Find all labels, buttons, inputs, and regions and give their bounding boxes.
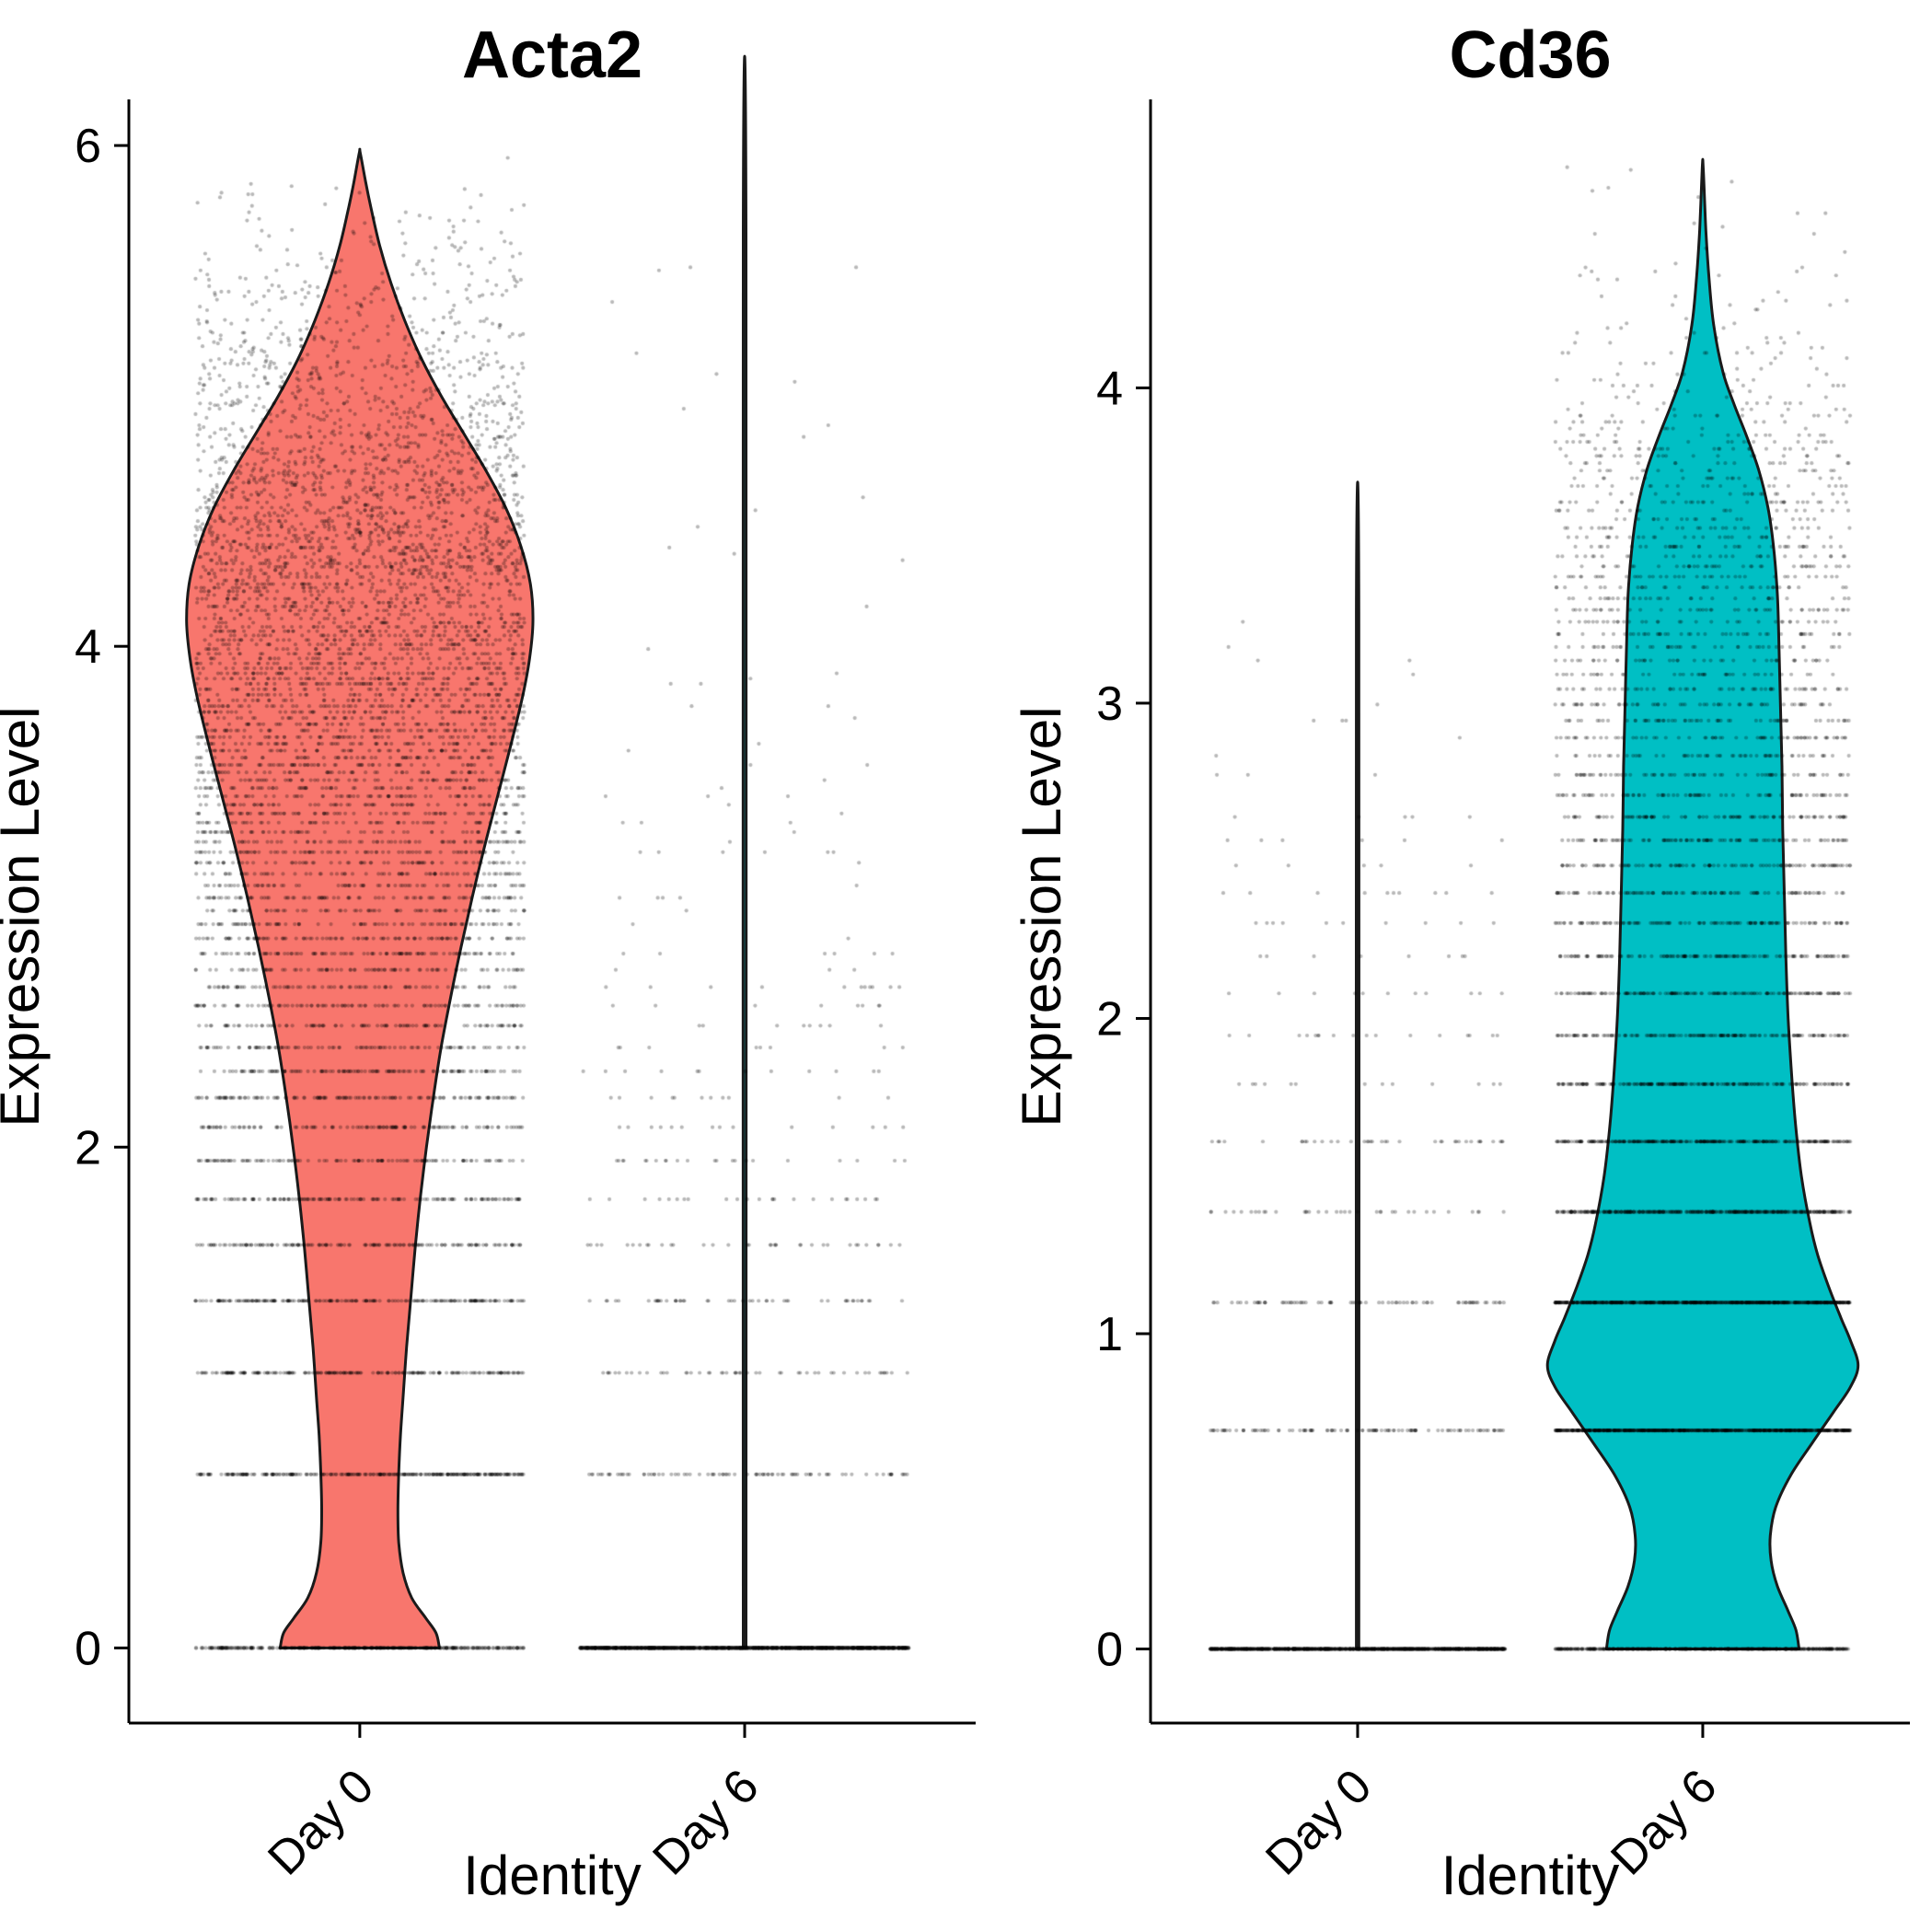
y-tick-label: 4 [75,620,101,674]
panel-title: Cd36 [1449,18,1611,92]
x-tick-label: Day 6 [1601,1759,1727,1885]
x-tick-label: Day 6 [642,1759,769,1885]
x-tick-label: Day 0 [1255,1759,1382,1885]
y-tick-label: 2 [1096,992,1123,1046]
y-tick-label: 6 [75,120,101,173]
y-tick-label: 1 [1096,1308,1123,1361]
violin-cd36-day-0 [1354,480,1361,1650]
violin-cd36-day-6 [1545,157,1860,1650]
x-axis-title: Identity [1441,1845,1619,1906]
y-tick-label: 2 [75,1121,101,1174]
panel-cd36: 0 1 2 3 4 Day 0 Day 6 Cd36 Identity Expression Le… [1011,18,1910,1906]
y-tick-label: 0 [75,1622,101,1675]
panel-title: Acta2 [462,18,642,92]
y-tick-label: 4 [1096,362,1123,415]
x-tick-label: Day 0 [258,1759,384,1885]
y-axis-title: Expression Level [1011,707,1072,1128]
y-axis-title: Expression Level [0,707,51,1128]
panel-acta2: 0 2 4 6 Day 0 Day 6 Acta2 Identity Expression Le… [0,18,976,1906]
violin-acta2-day-0 [185,147,535,1649]
x-axis-title: Identity [463,1845,641,1906]
violin-acta2-day-6 [741,55,748,1649]
y-tick-label: 0 [1096,1624,1123,1677]
y-tick-label: 3 [1096,677,1123,731]
